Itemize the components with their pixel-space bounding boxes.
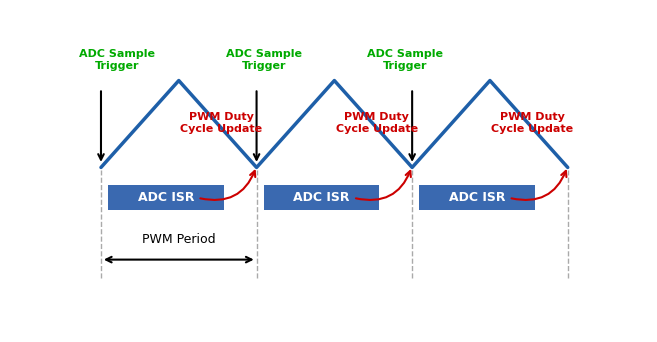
Text: PWM Period: PWM Period [142,234,215,247]
Text: PWM Duty
Cycle Update: PWM Duty Cycle Update [180,112,262,134]
Text: ADC ISR: ADC ISR [137,190,194,203]
Text: PWM Duty
Cycle Update: PWM Duty Cycle Update [336,112,418,134]
Text: ADC Sample
Trigger: ADC Sample Trigger [367,49,443,70]
FancyBboxPatch shape [263,185,379,210]
Text: ADC ISR: ADC ISR [293,190,350,203]
Text: ADC Sample
Trigger: ADC Sample Trigger [79,49,156,70]
FancyBboxPatch shape [419,185,535,210]
FancyBboxPatch shape [108,185,223,210]
Text: ADC ISR: ADC ISR [449,190,505,203]
Text: ADC Sample
Trigger: ADC Sample Trigger [225,49,302,70]
Text: PWM Duty
Cycle Update: PWM Duty Cycle Update [491,112,574,134]
